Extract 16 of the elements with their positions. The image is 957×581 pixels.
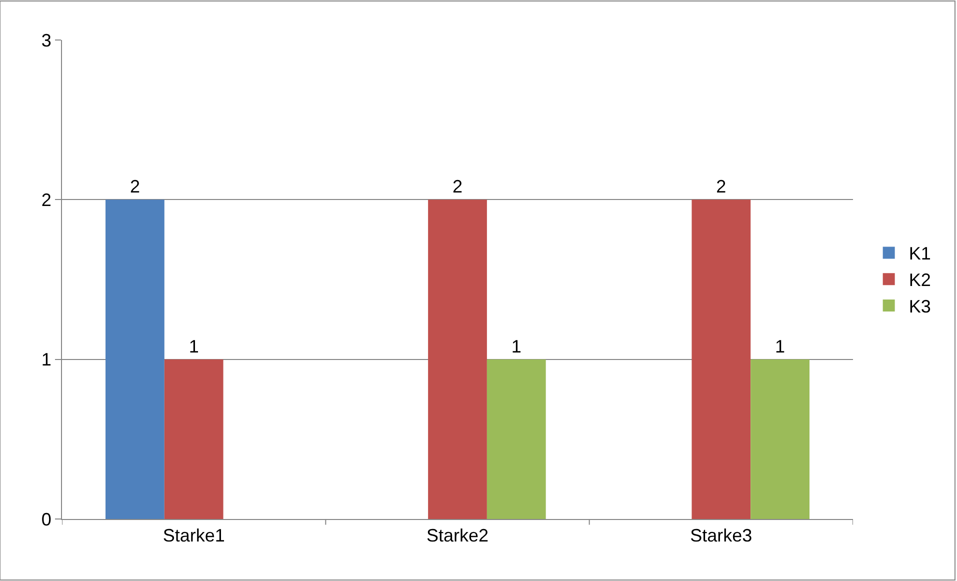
y-tick-label: 2 bbox=[41, 190, 52, 210]
y-tick-label: 1 bbox=[41, 350, 52, 370]
data-label: 2 bbox=[716, 176, 726, 197]
data-label: 2 bbox=[452, 176, 463, 197]
data-label: 1 bbox=[511, 336, 522, 356]
x-tick-label: Starke3 bbox=[690, 526, 752, 546]
x-tick-label: Starke2 bbox=[426, 526, 489, 546]
data-label: 1 bbox=[775, 336, 786, 356]
legend-label: K3 bbox=[908, 296, 931, 317]
legend-label: K1 bbox=[908, 244, 931, 264]
x-tick-label: Starke1 bbox=[162, 526, 225, 546]
y-tick-label: 3 bbox=[41, 30, 52, 50]
data-label: 2 bbox=[130, 176, 140, 197]
data-label: 1 bbox=[188, 336, 199, 356]
y-tick-label: 0 bbox=[41, 509, 52, 530]
legend-label: K2 bbox=[908, 270, 931, 290]
